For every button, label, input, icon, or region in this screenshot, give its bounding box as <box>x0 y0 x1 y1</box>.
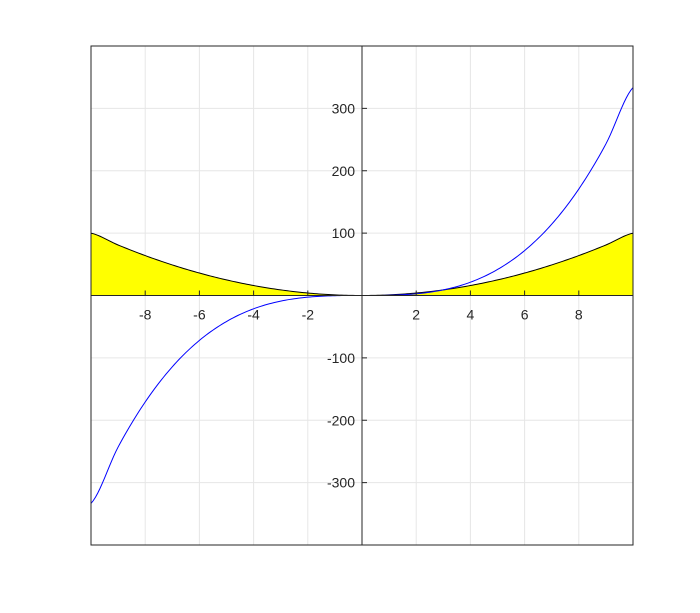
y-tick-label: -300 <box>327 475 355 491</box>
x-tick-label: -8 <box>139 307 152 323</box>
y-tick-label: 300 <box>332 100 356 116</box>
x-tick-label: 6 <box>521 307 529 323</box>
plot-frame <box>90 45 634 546</box>
y-tick-label: 200 <box>332 163 356 179</box>
x-tick-label: 8 <box>575 307 583 323</box>
y-tick-label: -100 <box>327 350 355 366</box>
y-tick-label: -200 <box>327 412 355 428</box>
axes <box>91 46 633 545</box>
x-tick-label: -2 <box>302 307 315 323</box>
x-tick-label: -6 <box>193 307 206 323</box>
x-tick-label: 4 <box>467 307 475 323</box>
x-tick-label: -4 <box>247 307 260 323</box>
x-tick-label: 2 <box>412 307 420 323</box>
y-tick-label: 100 <box>332 225 356 241</box>
tick-marks <box>144 107 580 484</box>
tick-labels: -8 -6 -4 -2 2 4 6 8 -300 -200 -100 100 200 300 <box>139 100 583 490</box>
